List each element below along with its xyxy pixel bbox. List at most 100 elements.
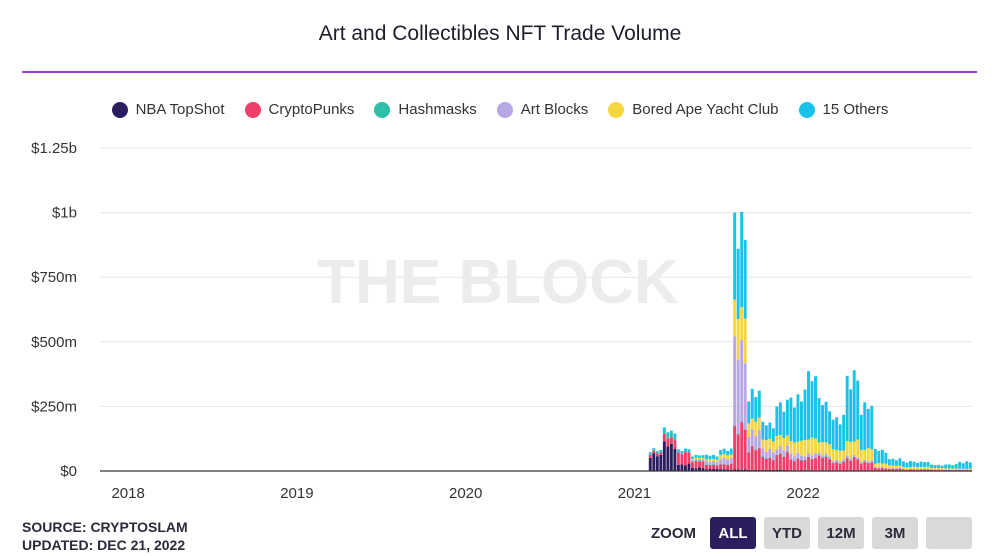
bar-segment[interactable] (782, 411, 786, 439)
bar-segment[interactable] (768, 438, 772, 449)
bar-segment[interactable] (715, 465, 719, 469)
bar-segment[interactable] (789, 459, 793, 460)
bar-segment[interactable] (736, 318, 740, 360)
bar-segment[interactable] (926, 468, 930, 470)
bar-segment[interactable] (764, 458, 768, 470)
bar-segment[interactable] (863, 459, 867, 462)
bar-segment[interactable] (958, 469, 962, 471)
bar-segment[interactable] (877, 450, 881, 464)
bar-segment[interactable] (916, 469, 919, 471)
bar-segment[interactable] (951, 470, 955, 471)
bar-segment[interactable] (887, 468, 891, 469)
bar-segment[interactable] (719, 454, 723, 460)
bar-segment[interactable] (782, 456, 786, 457)
bar-segment[interactable] (712, 454, 716, 459)
bar-segment[interactable] (757, 417, 761, 431)
bar-segment[interactable] (944, 468, 948, 470)
bar-segment[interactable] (814, 453, 817, 458)
bar-segment[interactable] (961, 469, 965, 471)
bar-segment[interactable] (659, 452, 663, 455)
bar-segment[interactable] (712, 469, 716, 471)
bar-segment[interactable] (768, 457, 772, 471)
bar-segment[interactable] (859, 463, 863, 471)
bar-segment[interactable] (694, 460, 698, 461)
bar-segment[interactable] (652, 448, 656, 450)
bar-segment[interactable] (750, 446, 754, 471)
bar-segment[interactable] (863, 449, 867, 460)
bar-segment[interactable] (905, 462, 909, 467)
zoom-3m-button[interactable]: 3M (872, 517, 918, 549)
bar-segment[interactable] (831, 419, 835, 450)
bar-segment[interactable] (919, 468, 923, 470)
bar-segment[interactable] (673, 433, 677, 437)
bar-segment[interactable] (926, 466, 930, 469)
bar-segment[interactable] (680, 464, 684, 471)
bar-segment[interactable] (705, 464, 708, 470)
bar-segment[interactable] (803, 456, 807, 461)
bar-segment[interactable] (782, 438, 786, 451)
bar-segment[interactable] (884, 463, 888, 468)
bar-segment[interactable] (898, 467, 902, 469)
bar-segment[interactable] (789, 459, 793, 471)
bar-segment[interactable] (712, 464, 716, 466)
bar-segment[interactable] (796, 458, 800, 471)
bar-segment[interactable] (849, 442, 853, 459)
bar-segment[interactable] (849, 389, 853, 443)
bar-segment[interactable] (796, 452, 800, 459)
bar-segment[interactable] (669, 443, 673, 471)
bar-segment[interactable] (655, 453, 659, 457)
bar-segment[interactable] (719, 463, 723, 465)
bar-segment[interactable] (807, 456, 810, 458)
bar-segment[interactable] (965, 469, 969, 471)
bar-segment[interactable] (785, 435, 789, 446)
bar-segment[interactable] (743, 240, 747, 319)
bar-segment[interactable] (691, 462, 694, 468)
bar-segment[interactable] (919, 466, 923, 469)
bar-segment[interactable] (965, 469, 969, 471)
bar-segment[interactable] (912, 461, 916, 467)
bar-segment[interactable] (785, 399, 789, 436)
bar-segment[interactable] (919, 461, 923, 467)
legend-item-15-others[interactable]: 15 Others (798, 101, 888, 118)
bar-segment[interactable] (842, 461, 846, 471)
bar-segment[interactable] (937, 468, 941, 470)
bar-segment[interactable] (733, 212, 737, 300)
bar-segment[interactable] (792, 456, 796, 462)
bar-segment[interactable] (729, 457, 733, 464)
bar-segment[interactable] (754, 397, 758, 422)
bar-segment[interactable] (708, 461, 712, 465)
legend-item-bored-ape-yacht-club[interactable]: Bored Ape Yacht Club (608, 101, 779, 118)
bar-segment[interactable] (792, 461, 796, 471)
bar-segment[interactable] (961, 470, 965, 471)
bar-segment[interactable] (768, 448, 772, 458)
bar-segment[interactable] (775, 455, 779, 470)
bar-segment[interactable] (870, 462, 874, 463)
bar-segment[interactable] (817, 455, 821, 456)
bar-segment[interactable] (877, 463, 881, 468)
bar-segment[interactable] (852, 441, 856, 455)
bar-segment[interactable] (666, 446, 670, 471)
bar-segment[interactable] (884, 467, 888, 469)
bar-segment[interactable] (715, 459, 719, 462)
bar-segment[interactable] (712, 458, 716, 461)
bar-segment[interactable] (691, 467, 694, 471)
bar-segment[interactable] (669, 432, 673, 438)
bar-segment[interactable] (750, 418, 754, 430)
bar-segment[interactable] (683, 450, 687, 453)
legend-item-nba-topshot[interactable]: NBA TopShot (111, 101, 225, 118)
bar-segment[interactable] (800, 460, 803, 461)
bar-segment[interactable] (810, 458, 814, 460)
bar-segment[interactable] (712, 460, 716, 465)
bar-segment[interactable] (761, 439, 765, 449)
bar-segment[interactable] (761, 421, 765, 440)
bar-segment[interactable] (859, 449, 863, 463)
bar-segment[interactable] (887, 459, 891, 466)
bar-segment[interactable] (807, 456, 810, 471)
bar-segment[interactable] (708, 459, 712, 462)
bar-segment[interactable] (740, 340, 744, 422)
bar-segment[interactable] (838, 463, 842, 471)
bar-segment[interactable] (771, 452, 775, 460)
bar-segment[interactable] (726, 451, 730, 456)
bar-segment[interactable] (652, 453, 656, 471)
bar-segment[interactable] (789, 440, 793, 454)
